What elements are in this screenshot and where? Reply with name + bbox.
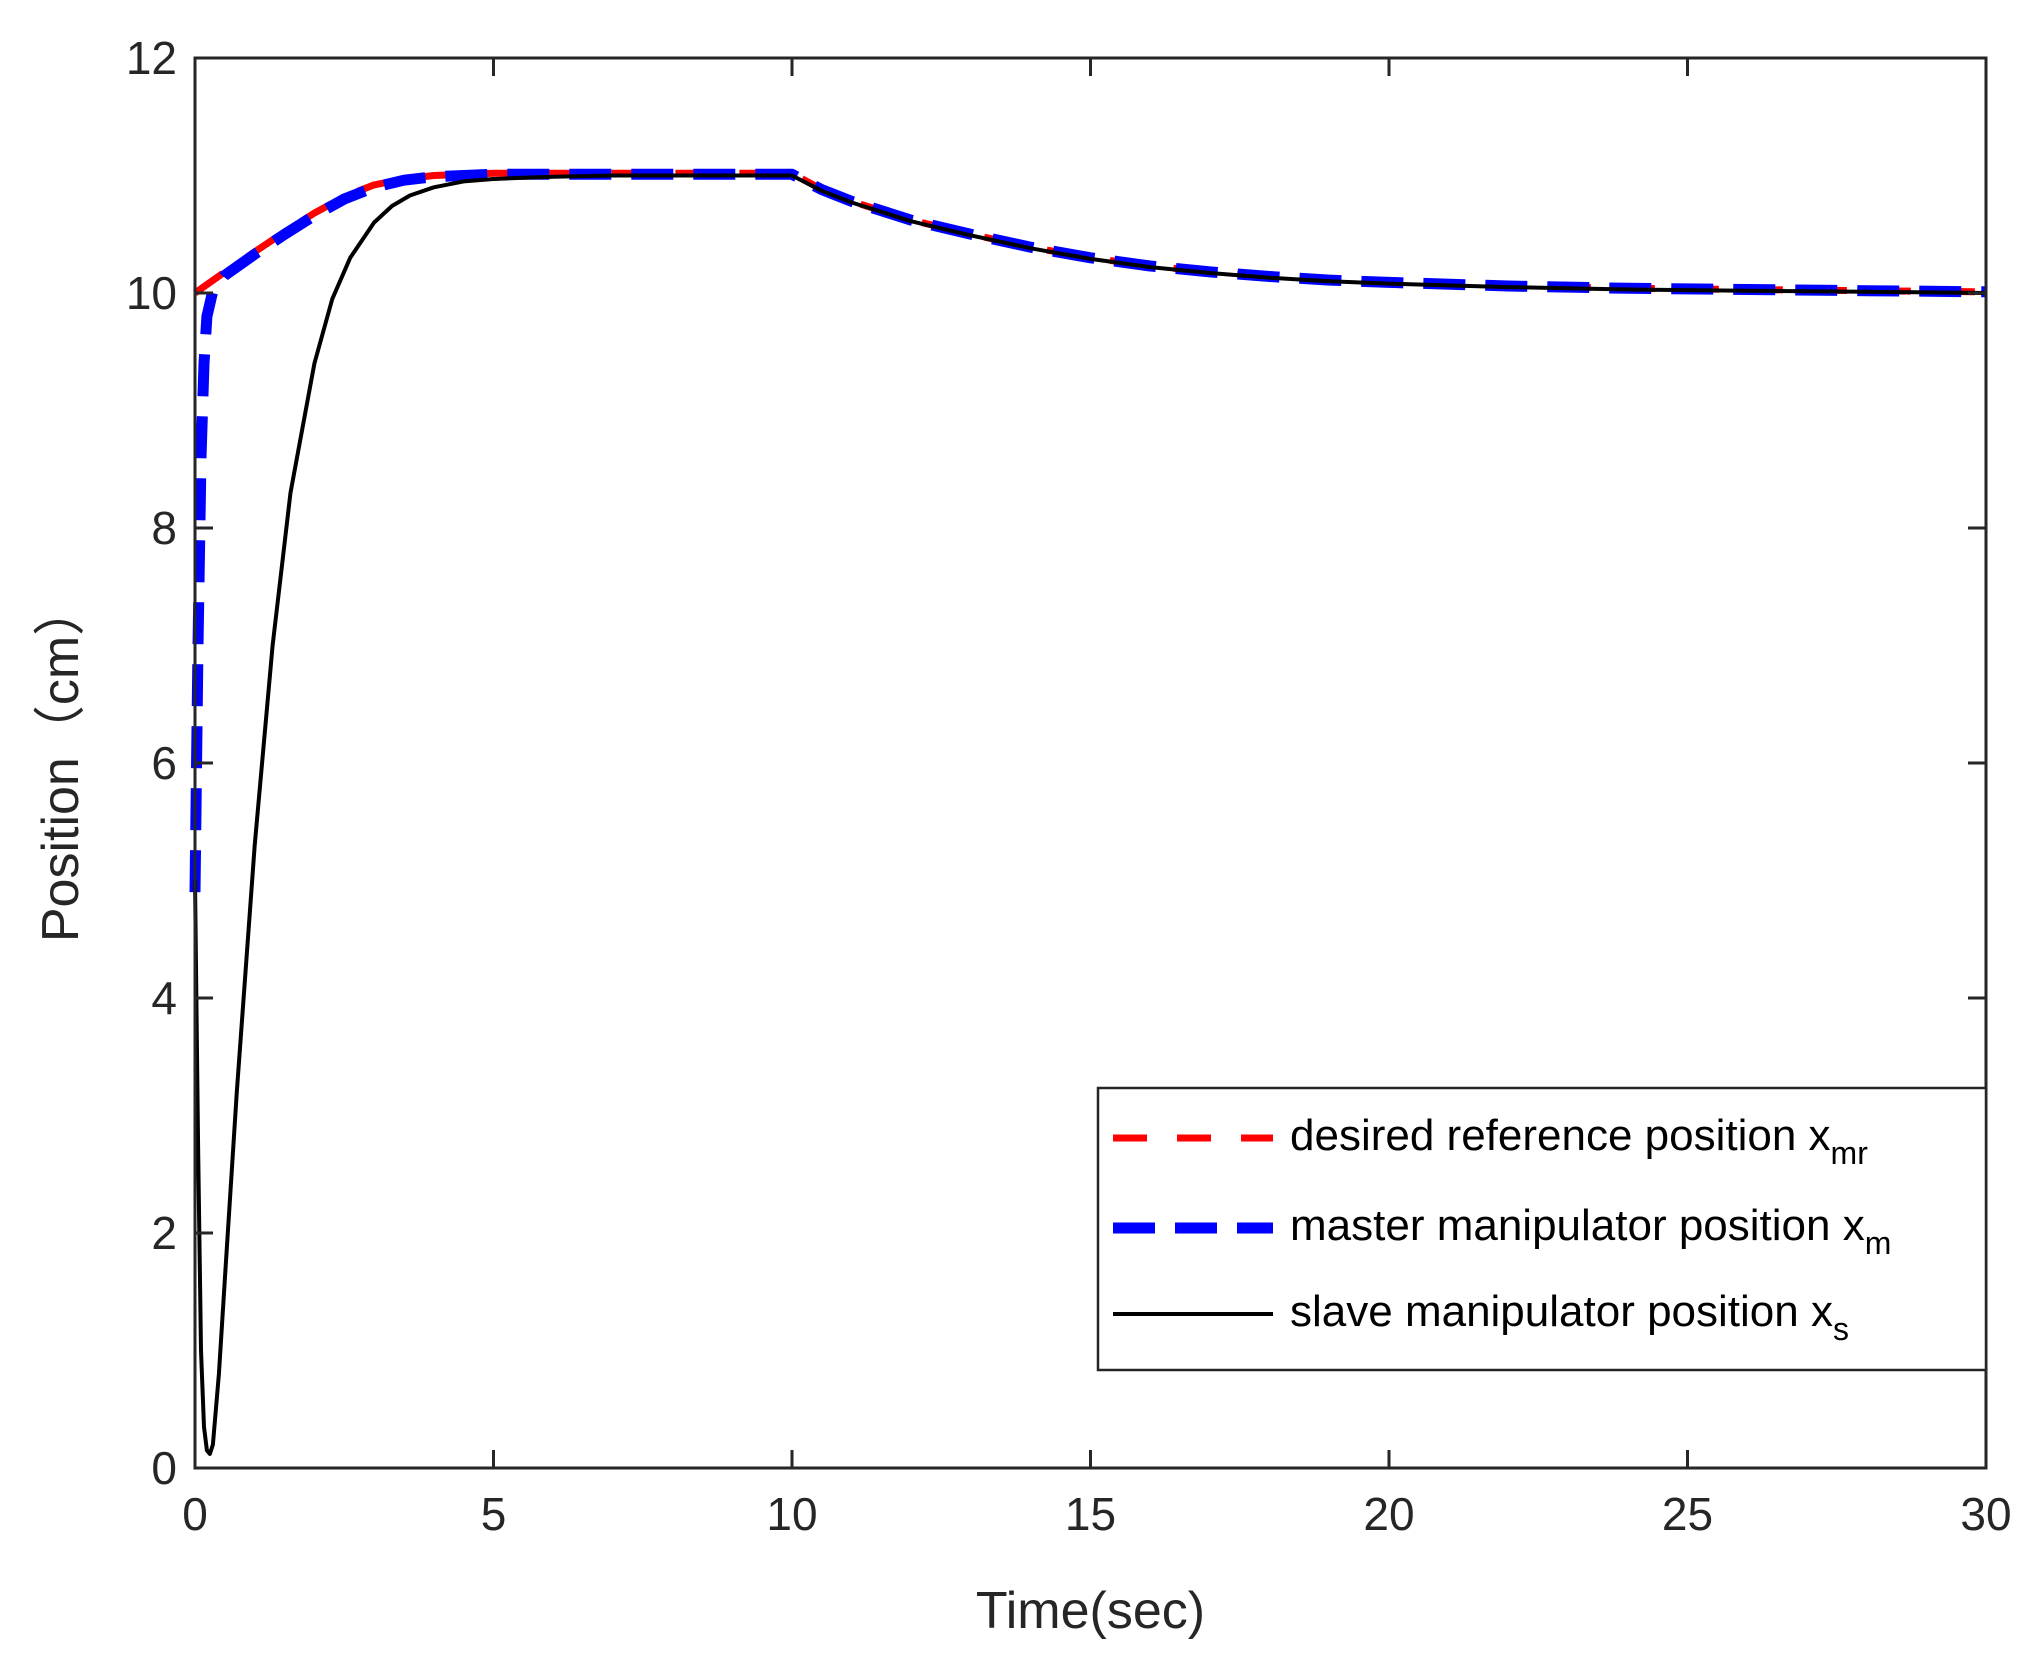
y-tick-label: 2: [151, 1207, 177, 1259]
legend-label-slave: slave manipulator position x: [1290, 1287, 1833, 1336]
x-tick-label: 30: [1960, 1488, 2011, 1540]
legend-entry-desired: desired reference position xmr: [1290, 1111, 1868, 1171]
y-tick-label: 6: [151, 737, 177, 789]
x-axis-label: Time(sec): [976, 1582, 1205, 1640]
legend-label-desired: desired reference position x: [1290, 1111, 1831, 1160]
legend-subscript-desired: mr: [1831, 1135, 1869, 1171]
y-tick-label: 0: [151, 1442, 177, 1494]
y-tick-label: 8: [151, 502, 177, 554]
y-tick-label: 10: [126, 267, 177, 319]
x-tick-label: 25: [1662, 1488, 1713, 1540]
legend-subscript-master: m: [1865, 1225, 1892, 1261]
legend: desired reference position xmr master ma…: [1096, 1086, 1988, 1372]
legend-label-master: master manipulator position x: [1290, 1201, 1865, 1250]
ticks-layer: 0 5 10 15 20 25 30 0 2 4 6 8 10 12: [126, 32, 2012, 1540]
legend-entry-master: master manipulator position xm: [1290, 1201, 1891, 1261]
x-tick-label: 0: [182, 1488, 208, 1540]
series-line-s: [193, 173, 1987, 1456]
y-tick-label: 12: [126, 32, 177, 84]
legend-subscript-slave: s: [1833, 1311, 1849, 1347]
x-tick-label: 15: [1065, 1488, 1116, 1540]
x-tick-label: 20: [1363, 1488, 1414, 1540]
y-axis-label: Position（cm）: [32, 584, 90, 942]
x-tick-label: 5: [481, 1488, 507, 1540]
legend-entry-slave: slave manipulator position xs: [1290, 1287, 1849, 1347]
x-tick-label: 10: [766, 1488, 817, 1540]
series-layer: [189, 168, 1987, 1456]
y-tick-label: 4: [151, 972, 177, 1024]
